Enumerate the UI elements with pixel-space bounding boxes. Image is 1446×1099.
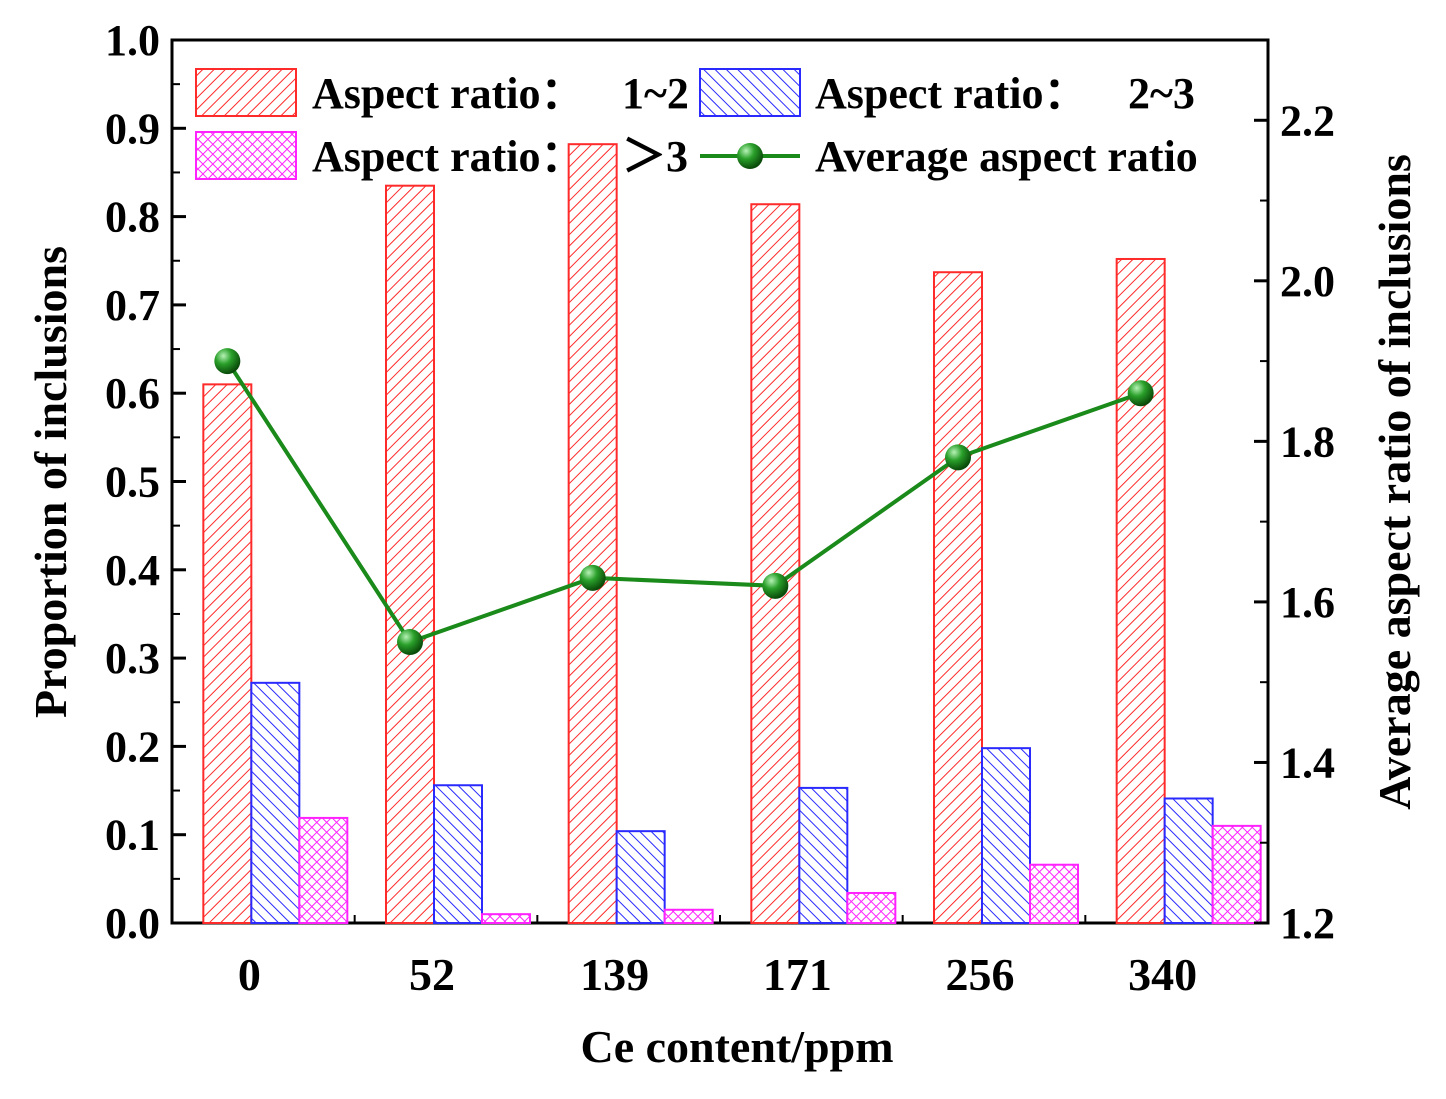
bar-ratio-2-3-139: [615, 830, 666, 925]
average-point-171: [762, 572, 789, 599]
x-axis-title: Ce content/ppm: [580, 1021, 893, 1072]
y-tick-label: 0.3: [105, 634, 160, 683]
bar-ratio-1-2-139: [567, 143, 618, 925]
average-aspect-ratio-line: [225, 360, 1142, 645]
bar-ratio-over-3-0: [298, 816, 349, 924]
bar-ratio-1-2-256: [933, 271, 983, 924]
legend-swatch-ratio-1-2: [195, 68, 297, 117]
x-tick-label-0: 0: [238, 949, 261, 1000]
x-tick-label-256: 256: [946, 949, 1015, 1000]
y2-tick-label: 1.4: [1280, 738, 1335, 787]
bar-ratio-over-3-340: [1211, 824, 1262, 924]
average-point-52: [397, 629, 423, 656]
bar-ratio-over-3-52: [481, 913, 531, 924]
bar-ratio-over-3-139: [663, 908, 714, 925]
y-tick-label: 0.4: [105, 546, 160, 595]
y-tick-label: 0.8: [105, 193, 160, 242]
x-tick-label-171: 171: [763, 949, 832, 1000]
legend-label-ratio-2-3: Aspect ratio：: [815, 69, 1088, 118]
legend-swatch-ratio-2-3: [699, 68, 801, 117]
y-tick-label: 0.0: [105, 899, 160, 948]
x-tick-label-139: 139: [580, 949, 649, 1000]
bar-ratio-2-3-171: [798, 786, 849, 924]
y-tick-label: 0.2: [105, 722, 160, 771]
average-point-0: [214, 348, 241, 375]
y-tick-label: 0.1: [105, 811, 160, 860]
x-tick-label-52: 52: [409, 949, 455, 1000]
legend-range-ratio-over-3: ＞3: [622, 132, 688, 181]
legend-label-ratio-1-2: Aspect ratio：: [312, 69, 585, 118]
legend-label-average: Average aspect ratio: [815, 132, 1198, 181]
average-line-layer: [214, 348, 1154, 656]
legend-range-ratio-2-3: 2~3: [1128, 69, 1195, 118]
average-point-256: [945, 444, 971, 471]
bar-ratio-over-3-256: [1029, 863, 1079, 924]
y-tick-label: 0.5: [105, 458, 160, 507]
legend-range-ratio-1-2: 1~2: [622, 69, 689, 118]
bars-layer: [202, 143, 1262, 925]
y2-tick-label: 1.6: [1280, 578, 1335, 627]
legend-swatch-average-marker: [737, 143, 763, 169]
y2-tick-label: 1.2: [1280, 899, 1335, 948]
bar-ratio-2-3-0: [250, 681, 301, 924]
bar-ratio-2-3-256: [981, 747, 1031, 925]
y2-tick-label: 1.8: [1280, 417, 1335, 466]
legend-swatch-ratio-over-3: [195, 131, 297, 180]
bar-ratio-1-2-0: [202, 383, 253, 924]
y-tick-label: 0.6: [105, 369, 160, 418]
bar-ratio-2-3-340: [1163, 797, 1214, 925]
y-tick-label: 0.9: [105, 104, 160, 153]
x-tick-label-340: 340: [1128, 949, 1197, 1000]
y-tick-label: 1.0: [105, 16, 160, 65]
average-point-340: [1127, 380, 1154, 407]
average-point-139: [579, 564, 606, 591]
bar-ratio-over-3-171: [846, 891, 897, 925]
axis-ticks-layer: 0.0 0.1 0.2 0.3 0.4 0.5 0.6 0.7 0.8 0.9 1.0 1.2 1.4 1…: [105, 16, 1335, 1000]
y2-axis-title: Average aspect ratio of inclusions: [1369, 154, 1420, 810]
y2-tick-label: 2.0: [1280, 257, 1335, 306]
y-tick-label: 0.7: [105, 281, 160, 330]
legend: Aspect ratio： 1~2 Aspect ratio： 2~3 Aspe…: [195, 68, 1198, 181]
y2-tick-label: 2.2: [1280, 96, 1335, 145]
legend-label-ratio-over-3: Aspect ratio：: [312, 132, 585, 181]
bar-ratio-2-3-52: [433, 784, 483, 925]
bar-ratio-1-2-340: [1115, 257, 1166, 924]
y-axis-title: Proportion of inclusions: [25, 246, 76, 718]
bar-ratio-1-2-171: [750, 203, 801, 925]
bar-ratio-1-2-52: [385, 184, 435, 924]
